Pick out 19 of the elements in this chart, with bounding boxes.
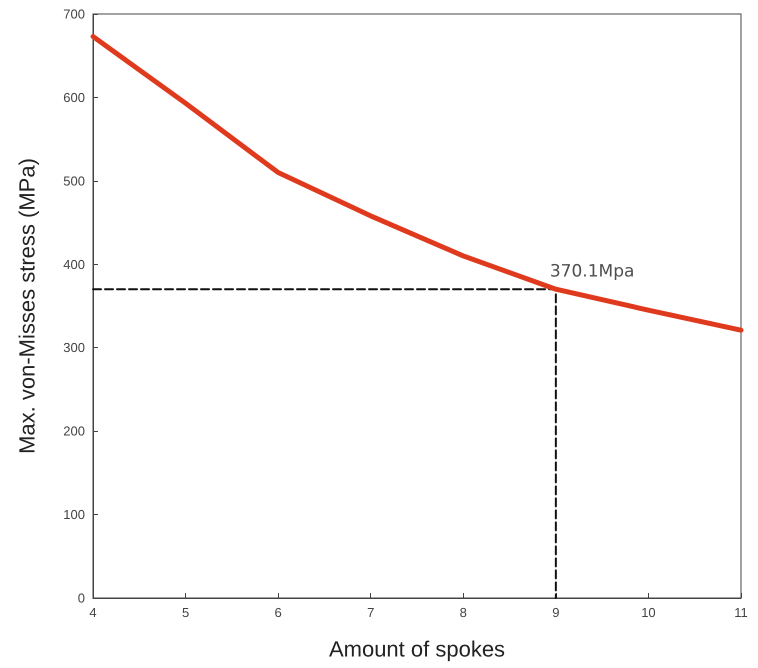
y-tick-label: 600 <box>63 90 85 105</box>
y-tick-label: 300 <box>63 340 85 356</box>
x-tick-label: 6 <box>274 605 282 620</box>
y-tick-label: 700 <box>63 6 85 22</box>
y-axis-title: Max. von-Misses stress (MPa) <box>14 158 40 454</box>
y-tick-label: 100 <box>63 507 85 522</box>
x-tick-label: 11 <box>734 605 748 620</box>
x-tick-label: 8 <box>460 605 467 620</box>
y-tick-label: 500 <box>63 173 85 188</box>
x-tick-label: 10 <box>641 605 656 620</box>
y-tick-label: 400 <box>63 256 85 272</box>
x-tick-label: 4 <box>89 605 97 620</box>
annotation: 370.1Mpa <box>550 262 634 282</box>
y-tick-label: 200 <box>63 424 85 439</box>
x-tick-label: 9 <box>552 605 560 620</box>
x-tick-label: 7 <box>367 605 374 620</box>
x-axis-title: Amount of spokes <box>328 636 506 662</box>
x-tick-label: 5 <box>182 605 190 620</box>
y-tick-label: 0 <box>78 590 85 606</box>
